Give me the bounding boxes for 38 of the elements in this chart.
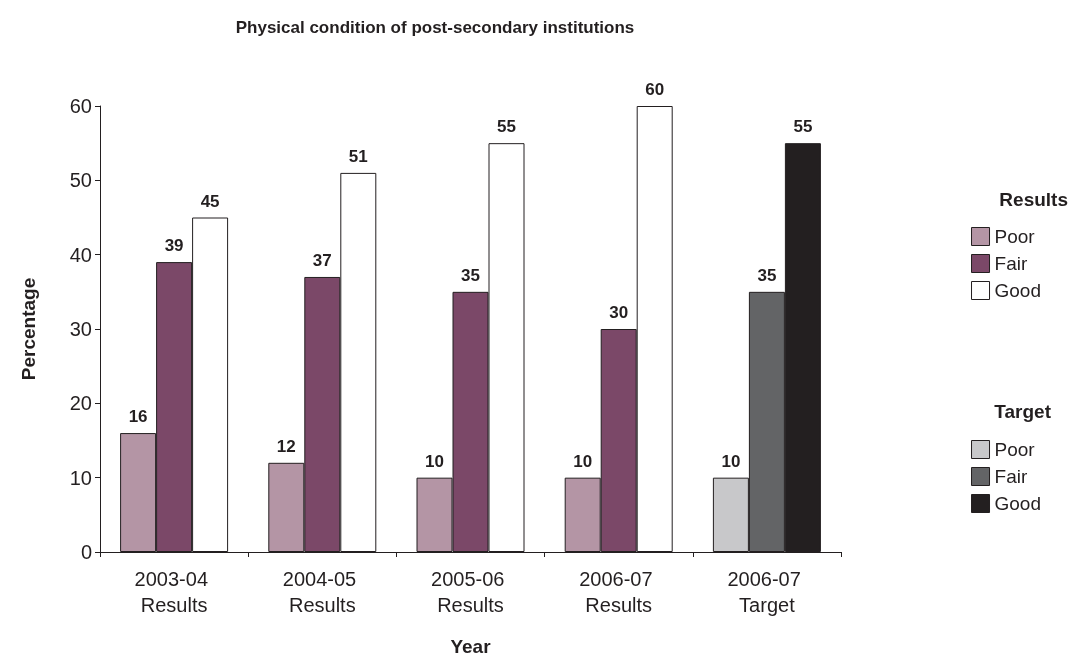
data-label: 10 xyxy=(425,451,444,471)
x-axis-title: Year xyxy=(450,636,492,657)
chart-title: Physical condition of post-secondary institutions xyxy=(235,18,635,37)
legend-label: Poor xyxy=(994,439,1036,460)
data-label: 51 xyxy=(348,146,368,166)
y-tick-label: 40 xyxy=(69,243,92,266)
data-label: 60 xyxy=(645,80,665,99)
legend-label: Good xyxy=(994,493,1041,514)
y-tick-label: 30 xyxy=(69,318,92,340)
data-label: 37 xyxy=(312,250,332,270)
y-tick-label: 50 xyxy=(69,169,92,192)
data-label: 39 xyxy=(164,236,184,256)
y-tick-label: 20 xyxy=(69,392,92,415)
data-label: 55 xyxy=(793,117,813,137)
y-axis-title: Percentage xyxy=(18,277,39,381)
y-tick-label: 0 xyxy=(80,541,92,563)
data-label: 35 xyxy=(757,265,777,285)
y-tick-label: 60 xyxy=(69,95,92,117)
legend-label: Poor xyxy=(994,226,1036,247)
x-tick-label: 2005-06 Results xyxy=(431,568,510,616)
y-tick-label: 10 xyxy=(69,466,92,489)
legend-label: Good xyxy=(994,280,1041,301)
x-tick-label: 2006-07 Results xyxy=(579,568,659,616)
data-label: 10 xyxy=(721,451,741,471)
legend-label: Fair xyxy=(994,466,1028,487)
data-label: 35 xyxy=(461,265,480,285)
data-label: 12 xyxy=(276,436,296,456)
x-tick-label: 2006-07 Target xyxy=(727,568,807,616)
legend-label: Fair xyxy=(994,253,1028,274)
data-label: 45 xyxy=(200,191,220,211)
data-label: 10 xyxy=(573,451,593,471)
x-tick-label: 2004-05 Results xyxy=(282,568,362,616)
data-label: 16 xyxy=(128,407,148,427)
data-label: 30 xyxy=(609,303,629,322)
text: Target xyxy=(994,401,1052,422)
x-tick-label: 2003-04 Results xyxy=(134,568,214,616)
legend-title: Results xyxy=(999,189,1069,210)
data-label: 55 xyxy=(497,117,516,137)
